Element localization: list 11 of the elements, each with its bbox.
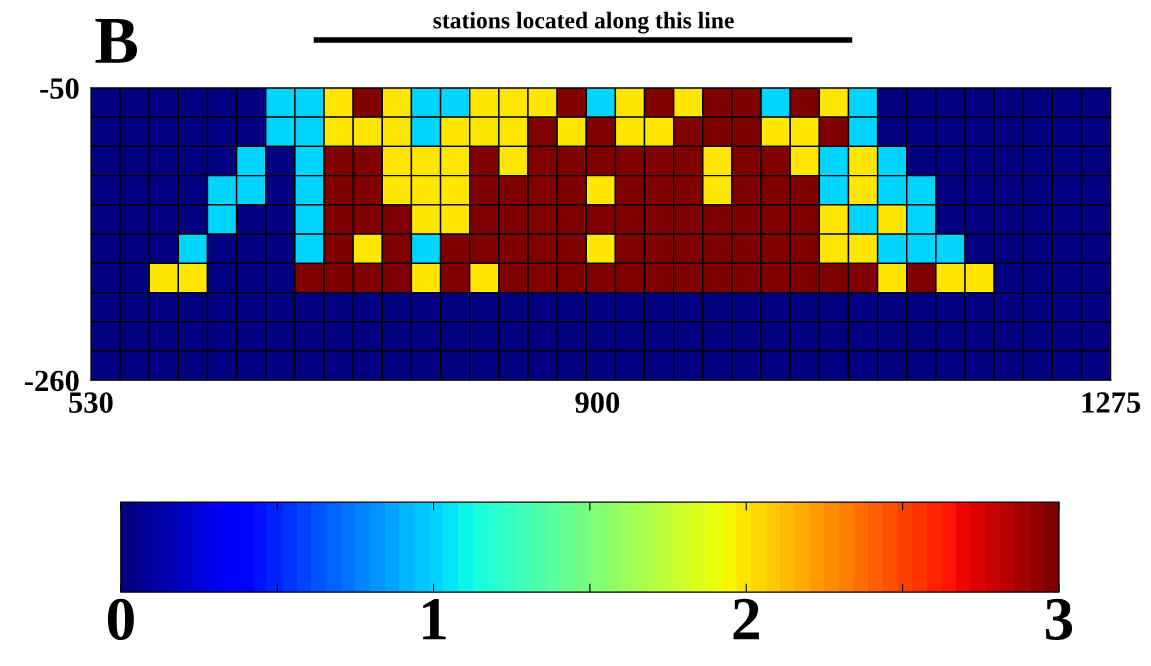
y-tick-label: -50 bbox=[40, 78, 79, 99]
x-tick-label: 900 bbox=[575, 392, 620, 413]
x-tick-label: 530 bbox=[69, 392, 113, 413]
chart-title: B bbox=[95, 18, 137, 63]
text: stations located along this line bbox=[433, 11, 734, 34]
color-bar-label: 3 bbox=[1045, 598, 1073, 640]
color-bar-label: 2 bbox=[733, 598, 759, 640]
y-tick-label: -260 bbox=[24, 370, 79, 392]
x-tick-label: 1275 bbox=[1082, 392, 1141, 413]
color-bar-label: 1 bbox=[423, 599, 446, 640]
color-bar-label: 0 bbox=[107, 598, 134, 640]
